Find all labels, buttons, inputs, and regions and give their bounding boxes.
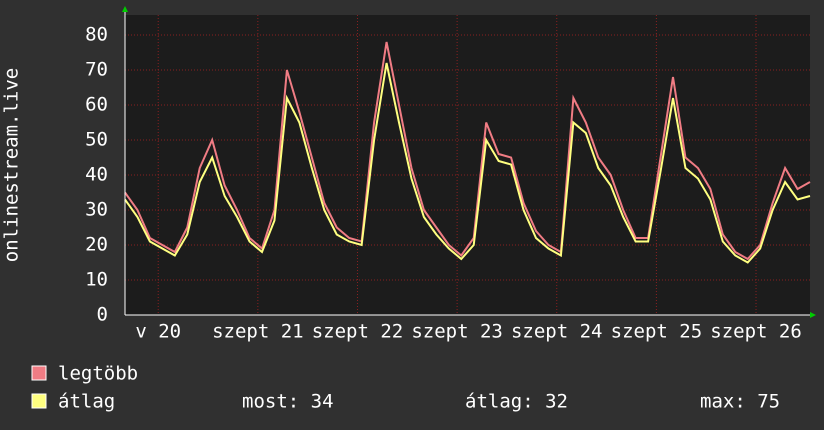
x-tick-label: szept 22 xyxy=(312,321,404,343)
legend-stat: most: 34 xyxy=(242,391,334,413)
y-tick-label: 80 xyxy=(85,24,108,46)
data-line xyxy=(124,62,811,264)
y-tick-label: 40 xyxy=(85,164,108,186)
legend-label: átlag xyxy=(58,391,115,413)
legend-label: legtöbb xyxy=(58,363,138,385)
x-tick-label: szept 26 xyxy=(710,321,802,343)
x-tick-label: szept 23 xyxy=(411,321,503,343)
y-tick-label: 10 xyxy=(85,269,108,291)
legend-stat: max: 75 xyxy=(700,391,780,413)
x-tick-label: v 20 xyxy=(135,321,181,343)
y-tick-label: 70 xyxy=(85,59,108,81)
y-tick-label: 50 xyxy=(85,129,108,151)
x-tick-label: szept 25 xyxy=(611,321,703,343)
axis-arrow xyxy=(122,6,128,12)
y-tick-label: 30 xyxy=(85,199,108,221)
y-tick-label: 60 xyxy=(85,94,108,116)
data-line xyxy=(124,41,811,261)
plot-area xyxy=(125,15,810,315)
axis-arrow xyxy=(810,312,816,318)
legend-swatch xyxy=(31,393,47,409)
x-tick-label: szept 24 xyxy=(511,321,603,343)
legend-swatch xyxy=(31,365,47,381)
x-tick-label: szept 21 xyxy=(212,321,304,343)
y-tick-label: 0 xyxy=(97,304,108,326)
legend-stat: átlag: 32 xyxy=(465,391,568,413)
y-axis-label: onlinestream.live xyxy=(1,68,23,262)
y-tick-label: 20 xyxy=(85,234,108,256)
